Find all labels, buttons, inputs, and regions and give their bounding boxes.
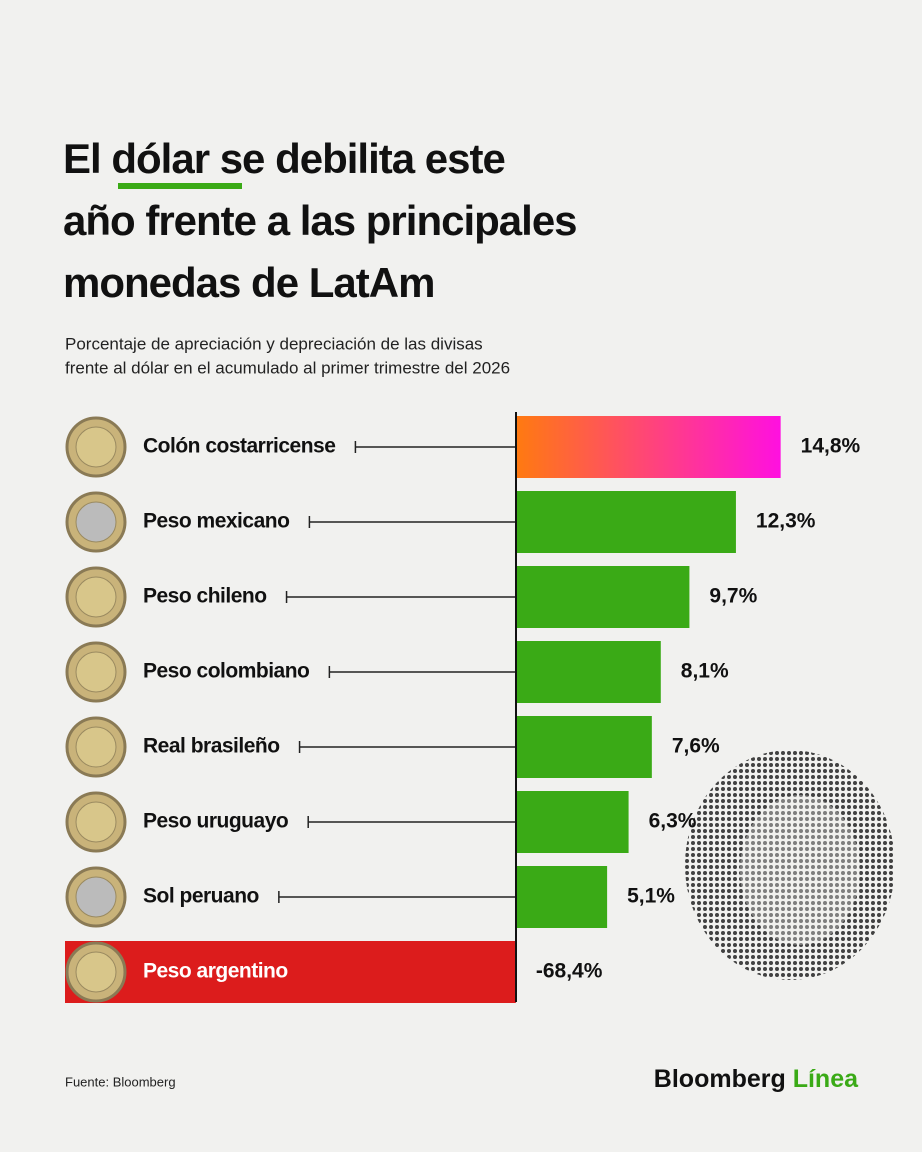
bar (65, 941, 516, 1003)
subtitle-line: Porcentaje de apreciación y depreciación… (65, 334, 483, 353)
subtitle: Porcentaje de apreciación y depreciación… (65, 334, 510, 377)
category-label: Colón costarricense (143, 435, 335, 458)
title-line: monedas de LatAm (63, 259, 434, 306)
bar-group (515, 791, 629, 853)
subtitle-line: frente al dólar en el acumulado al prime… (65, 358, 510, 377)
brand-name: Bloomberg (654, 1065, 786, 1093)
coin-inner (75, 801, 117, 843)
portrait (685, 750, 895, 980)
value-label: 5,1% (627, 885, 675, 908)
bar (515, 716, 652, 778)
title-underline (118, 183, 242, 189)
coin-inner (75, 651, 117, 693)
bar (515, 641, 661, 703)
bar-group (65, 941, 516, 1003)
category-label: Peso argentino (143, 960, 288, 983)
bar-group (515, 566, 690, 628)
bar-group (515, 716, 652, 778)
value-label: 9,7% (709, 585, 757, 608)
bar-group (515, 416, 781, 478)
bar (515, 416, 781, 478)
title-line: año frente a las principales (63, 197, 577, 244)
title: El dólar se debilita este año frente a la… (63, 135, 578, 306)
bar (515, 491, 736, 553)
category-label: Peso uruguayo (143, 810, 288, 833)
brand-suffix: Línea (793, 1065, 859, 1093)
value-label: 12,3% (756, 510, 816, 533)
bar (515, 566, 690, 628)
rows: 14,8% Colón costarricense 12,3% Peso mexica… (65, 416, 861, 1003)
brand: Bloomberg Línea (654, 1065, 859, 1093)
category-label: Real brasileño (143, 735, 280, 758)
coin-inner (75, 876, 117, 918)
category-label: Peso colombiano (143, 660, 309, 683)
value-label: 7,6% (672, 735, 720, 758)
value-label: 6,3% (649, 810, 697, 833)
bar-group (515, 491, 736, 553)
coin-inner (75, 576, 117, 618)
bar-group (515, 641, 661, 703)
value-label: 14,8% (801, 435, 861, 458)
title-line: El dólar se debilita este (63, 135, 505, 182)
coin-inner (75, 951, 117, 993)
coin-inner (75, 426, 117, 468)
value-label: 8,1% (681, 660, 729, 683)
category-label: Sol peruano (143, 885, 259, 908)
value-label: -68,4% (536, 960, 603, 983)
coin-inner (75, 501, 117, 543)
source: Fuente: Bloomberg (65, 1074, 176, 1089)
bar (515, 866, 608, 928)
bar-group (515, 866, 608, 928)
category-label: Peso mexicano (143, 510, 289, 533)
bar (515, 791, 629, 853)
category-label: Peso chileno (143, 585, 267, 608)
coin-inner (75, 726, 117, 768)
